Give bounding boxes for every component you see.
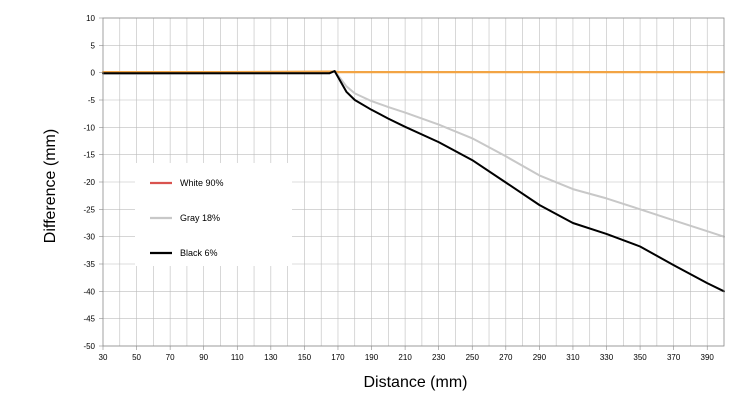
y-tick-label: -40 xyxy=(83,287,95,296)
x-tick-label: 50 xyxy=(132,353,141,362)
legend-label: Gray 18% xyxy=(180,213,220,223)
x-tick-label: 290 xyxy=(533,353,547,362)
y-tick-label: -15 xyxy=(83,151,95,160)
x-tick-label: 270 xyxy=(499,353,513,362)
series-line-1 xyxy=(101,70,726,74)
y-tick-label: -30 xyxy=(83,233,95,242)
x-tick-label: 250 xyxy=(466,353,480,362)
x-tick-label: 390 xyxy=(701,353,715,362)
x-tick-label: 350 xyxy=(633,353,647,362)
y-tick-label: -25 xyxy=(83,205,95,214)
x-tick-label: 30 xyxy=(99,353,108,362)
y-tick-label: -20 xyxy=(83,178,95,187)
x-tick-label: 130 xyxy=(264,353,278,362)
x-tick-label: 330 xyxy=(600,353,614,362)
x-tick-label: 110 xyxy=(231,353,244,362)
legend: White 90% Gray 18% Black 6% xyxy=(135,163,292,266)
legend-label: Black 6% xyxy=(180,248,218,258)
x-axis-title: Distance (mm) xyxy=(363,374,467,391)
y-tick-label: -5 xyxy=(88,96,96,105)
x-tick-label: 310 xyxy=(566,353,580,362)
legend-label: White 90% xyxy=(180,178,224,188)
series-lines xyxy=(101,70,726,293)
x-tick-labels: 30 50 70 90 110 130 150 170 190 210 230 250 270 290 31… xyxy=(99,353,715,362)
series-line-3 xyxy=(102,70,725,293)
y-tick-labels: 10 5 0 -5 -10 -15 -20 -25 -30 -35 -40 -45 -50 xyxy=(83,14,95,351)
y-tick-label: -50 xyxy=(83,342,95,351)
x-tick-label: 210 xyxy=(398,353,412,362)
x-tick-label: 230 xyxy=(432,353,446,362)
y-tick-label: -35 xyxy=(83,260,95,269)
legend-box xyxy=(135,163,292,266)
x-tick-label: 150 xyxy=(298,353,312,362)
x-tick-label: 170 xyxy=(331,353,345,362)
plot-frame xyxy=(102,17,725,347)
y-tick-label: 5 xyxy=(91,41,96,50)
y-tick-label: 0 xyxy=(91,69,96,78)
x-tick-label: 70 xyxy=(166,353,175,362)
x-tick-label: 90 xyxy=(199,353,208,362)
y-tick-label: 10 xyxy=(86,14,95,23)
y-tick-label: -10 xyxy=(83,123,95,132)
y-tick-label: -45 xyxy=(83,315,95,324)
x-tick-label: 370 xyxy=(667,353,681,362)
x-tick-label: 190 xyxy=(365,353,379,362)
y-axis-title: Difference (mm) xyxy=(42,129,59,243)
